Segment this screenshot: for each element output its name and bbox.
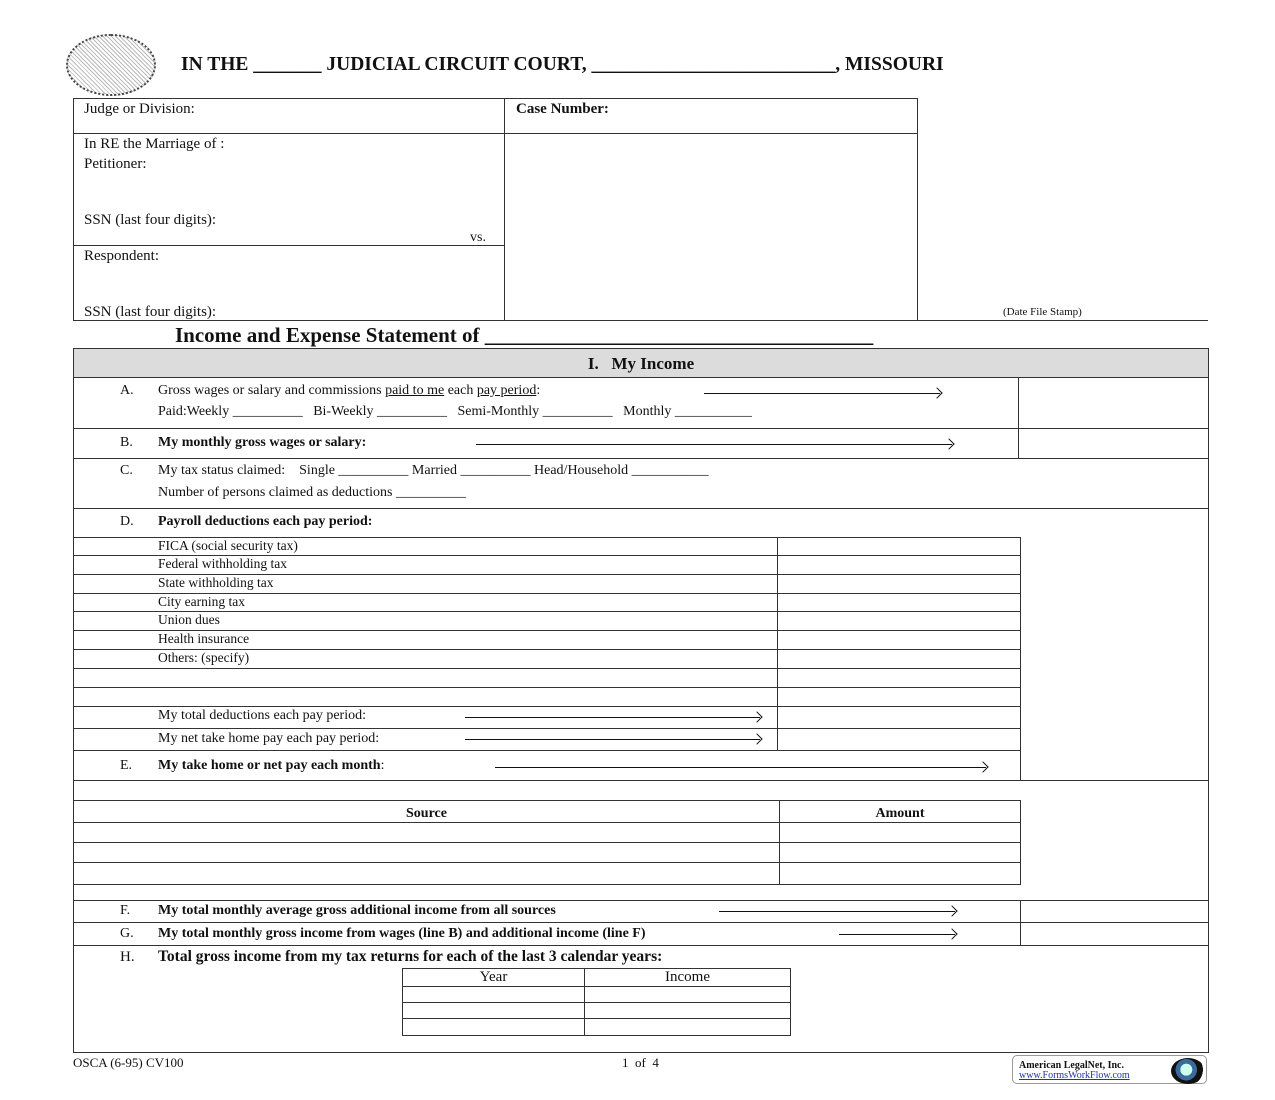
row-d-text: Payroll deductions each pay period:	[158, 514, 373, 529]
deduction-item-label: State withholding tax	[158, 575, 274, 590]
deduction-item-label: Health insurance	[158, 631, 250, 646]
deduction-item-label: FICA (social security tax)	[158, 538, 298, 553]
deduction-item-label: Federal withholding tax	[158, 556, 287, 571]
row-f-amount-field[interactable]	[1021, 901, 1208, 922]
row-g-letter: G.	[120, 926, 134, 941]
row-h-text: Total gross income from my tax returns f…	[158, 948, 663, 965]
row-g-amount-field[interactable]	[1021, 923, 1208, 945]
row-e-amount-field[interactable]	[1021, 751, 1208, 780]
arrow-icon	[495, 762, 988, 772]
arrow-icon	[476, 439, 954, 449]
net-take-home-label: My net take home pay each pay period:	[158, 731, 380, 746]
vendor-badge	[1012, 1055, 1207, 1084]
deduction-amount-field[interactable]	[778, 688, 1020, 706]
row-e-text: My take home or net pay each month:	[158, 758, 385, 773]
persons-claimed-text: Number of persons claimed as deductions …	[158, 485, 466, 500]
row-c-letter: C.	[120, 463, 133, 478]
row-g-text: My total monthly gross income from wages…	[158, 926, 646, 941]
deduction-amount-field[interactable]	[778, 594, 1020, 611]
section-header: I. My Income	[74, 349, 1208, 378]
arrow-icon	[719, 906, 957, 916]
arrow-icon	[465, 734, 762, 744]
row-f-letter: F.	[120, 903, 131, 918]
row-a-amount-field[interactable]	[1019, 379, 1208, 428]
deduction-item-label: Others: (specify)	[158, 650, 250, 665]
petitioner-label: Petitioner:	[84, 156, 147, 172]
tax-status-text: My tax status claimed: Single __________…	[158, 463, 709, 478]
vendor-link[interactable]: www.FormsWorkFlow.com	[1019, 1070, 1130, 1081]
deduction-amount-field[interactable]	[778, 538, 1020, 555]
deduction-item-label: City earning tax	[158, 594, 245, 609]
row-a-text: Gross wages or salary and commissions pa…	[158, 383, 541, 398]
petitioner-ssn-label: SSN (last four digits):	[84, 212, 217, 228]
source-column-header: Source	[406, 806, 447, 821]
court-title: IN THE _______ JUDICIAL CIRCUIT COURT, _…	[181, 54, 944, 75]
deduction-amount-field[interactable]	[778, 575, 1020, 593]
respondent-ssn-label: SSN (last four digits):	[84, 304, 217, 320]
row-e-letter: E.	[120, 758, 133, 773]
deduction-amount-field[interactable]	[778, 612, 1020, 630]
caption-box	[73, 98, 918, 321]
amount-input[interactable]	[780, 823, 1020, 842]
section-title: I. My Income	[587, 354, 695, 373]
row-b-amount-field[interactable]	[1019, 429, 1208, 458]
globe-icon	[1171, 1058, 1205, 1084]
row-h-letter: H.	[120, 949, 135, 965]
row-b-text: My monthly gross wages or salary:	[158, 435, 367, 450]
income-column-header: Income	[665, 969, 710, 985]
form-id: OSCA (6-95) CV100	[73, 1055, 184, 1070]
deduction-item-label: Union dues	[158, 612, 220, 627]
pay-frequency-options: Paid:Weekly __________ Bi-Weekly _______…	[158, 404, 752, 419]
page-number: 1 of 4	[622, 1055, 659, 1070]
judge-label: Judge or Division:	[84, 101, 195, 117]
deduction-amount-field[interactable]	[778, 556, 1020, 574]
row-a-letter: A.	[120, 383, 134, 398]
year-column-header: Year	[479, 969, 508, 985]
in-re-label: In RE the Marriage of :	[84, 136, 225, 152]
deduction-amount-field[interactable]	[778, 650, 1020, 668]
arrow-icon	[465, 712, 762, 722]
case-number-label: Case Number:	[516, 101, 609, 117]
vendor-name: American LegalNet, Inc.	[1019, 1060, 1124, 1071]
arrow-icon	[704, 388, 942, 398]
arrow-icon	[839, 929, 957, 939]
row-b-letter: B.	[120, 435, 133, 450]
state-seal	[66, 34, 156, 96]
source-input[interactable]	[74, 823, 778, 842]
deduction-amount-field[interactable]	[778, 669, 1020, 687]
respondent-label: Respondent:	[84, 248, 159, 264]
date-file-stamp-label: (Date File Stamp)	[1003, 306, 1082, 318]
statement-title: Income and Expense Statement of ________…	[175, 323, 874, 347]
income-section	[73, 348, 1209, 1053]
row-f-text: My total monthly average gross additiona…	[158, 903, 556, 918]
amount-column-header: Amount	[875, 806, 925, 821]
vs-label: vs.	[470, 230, 486, 245]
total-deductions-label: My total deductions each pay period:	[158, 708, 366, 723]
deduction-amount-field[interactable]	[778, 631, 1020, 649]
row-d-letter: D.	[120, 514, 134, 529]
